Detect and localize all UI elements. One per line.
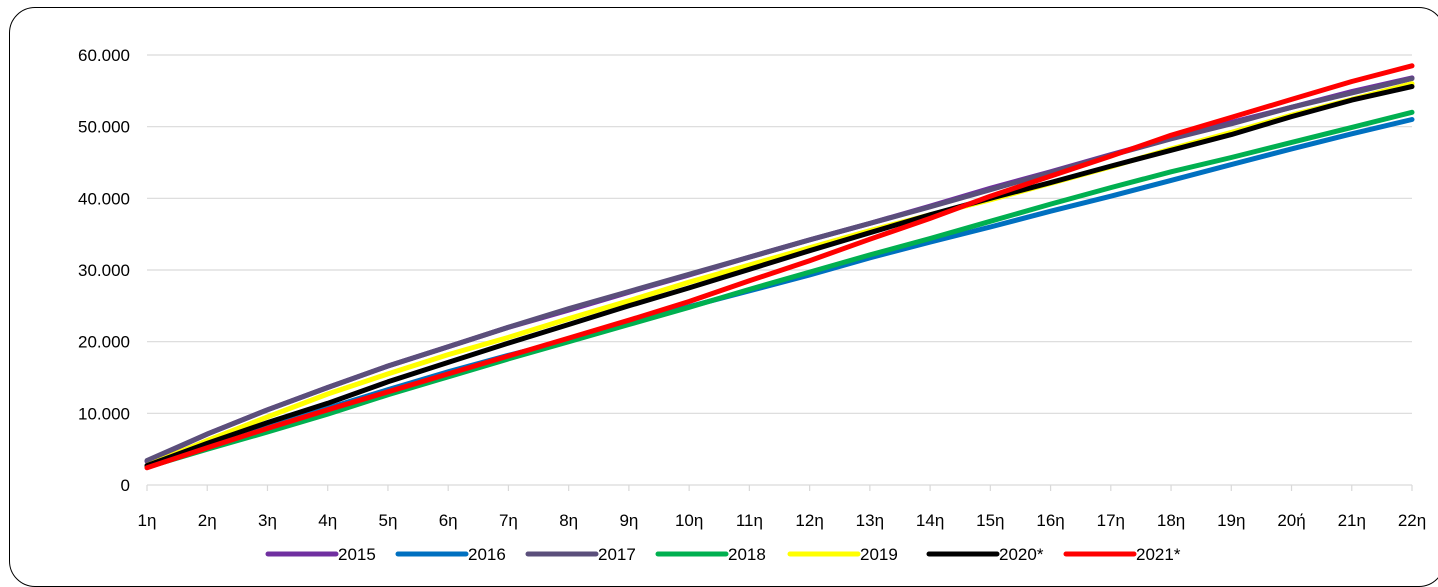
series-line-2021 [144,63,1415,471]
y-tick-label: 30.000 [78,261,130,280]
legend-label: 2019 [860,545,898,564]
x-tick-label: 1η [138,511,157,530]
x-tick-label: 14η [916,511,944,530]
series-line-2020 [144,84,1415,469]
legend-label: 2018 [728,545,766,564]
x-tick-label: 4η [318,511,337,530]
y-tick-label: 10.000 [78,404,130,423]
x-tick-label: 11η [736,511,763,530]
x-tick-label: 16η [1036,511,1064,530]
x-tick-label: 2η [198,511,217,530]
y-tick-label: 40.000 [78,189,130,208]
legend-item-2018: 2018 [655,545,766,564]
legend-item-2019: 2019 [787,545,898,564]
x-tick-label: 8η [559,511,578,530]
x-tick-label: 3η [258,511,277,530]
legend-label: 2020* [999,545,1044,564]
x-tick-label: 10η [675,511,703,530]
legend: 2015 2016 2017 2018 2019 2020* 2021* [265,545,1181,564]
x-tick-label: 17η [1097,511,1125,530]
legend-label: 2015 [338,545,376,564]
legend-label: 2017 [598,545,636,564]
legend-label: 2016 [468,545,506,564]
gridlines [147,54,1412,414]
x-tick-label: 5η [378,511,397,530]
legend-item-2021: 2021* [1063,545,1181,564]
x-tick-label: 21η [1338,511,1366,530]
y-tick-label: 50.000 [78,118,130,137]
x-axis-tick-labels: 1η 2η 3η 4η 5η 6η 7η 8η 9η 10η 11η 12η 13η 14η 15η 16η 1… [138,511,1427,530]
x-tick-label: 9η [619,511,638,530]
y-tick-label: 20.000 [78,333,130,352]
legend-label: 2021* [1136,545,1181,564]
series-line-2017 [144,76,1415,464]
line-chart: 0 10.000 20.000 30.000 40.000 50.000 60.000 1η… [78,46,1427,564]
x-tick-label: 22η [1398,511,1426,530]
y-tick-label: 60.000 [78,46,130,65]
series-line-2018 [144,109,1415,470]
x-tick-label: 6η [439,511,458,530]
legend-item-2017: 2017 [525,545,636,564]
x-tick-label: 13η [856,511,884,530]
x-tick-label: 15η [976,511,1004,530]
series-lines [144,63,1415,471]
x-tick-label: 18η [1157,511,1185,530]
x-tick-label: 12η [795,511,823,530]
y-axis-tick-labels: 0 10.000 20.000 30.000 40.000 50.000 60.000 [78,46,130,495]
x-tick-label: 19η [1217,511,1245,530]
y-tick-label: 0 [121,476,130,495]
x-tick-label: 20ή [1277,511,1305,530]
legend-item-2020: 2020* [926,545,1044,564]
legend-item-2015: 2015 [265,545,376,564]
legend-item-2016: 2016 [395,545,506,564]
x-axis [146,484,1413,491]
x-tick-label: 7η [499,511,518,530]
